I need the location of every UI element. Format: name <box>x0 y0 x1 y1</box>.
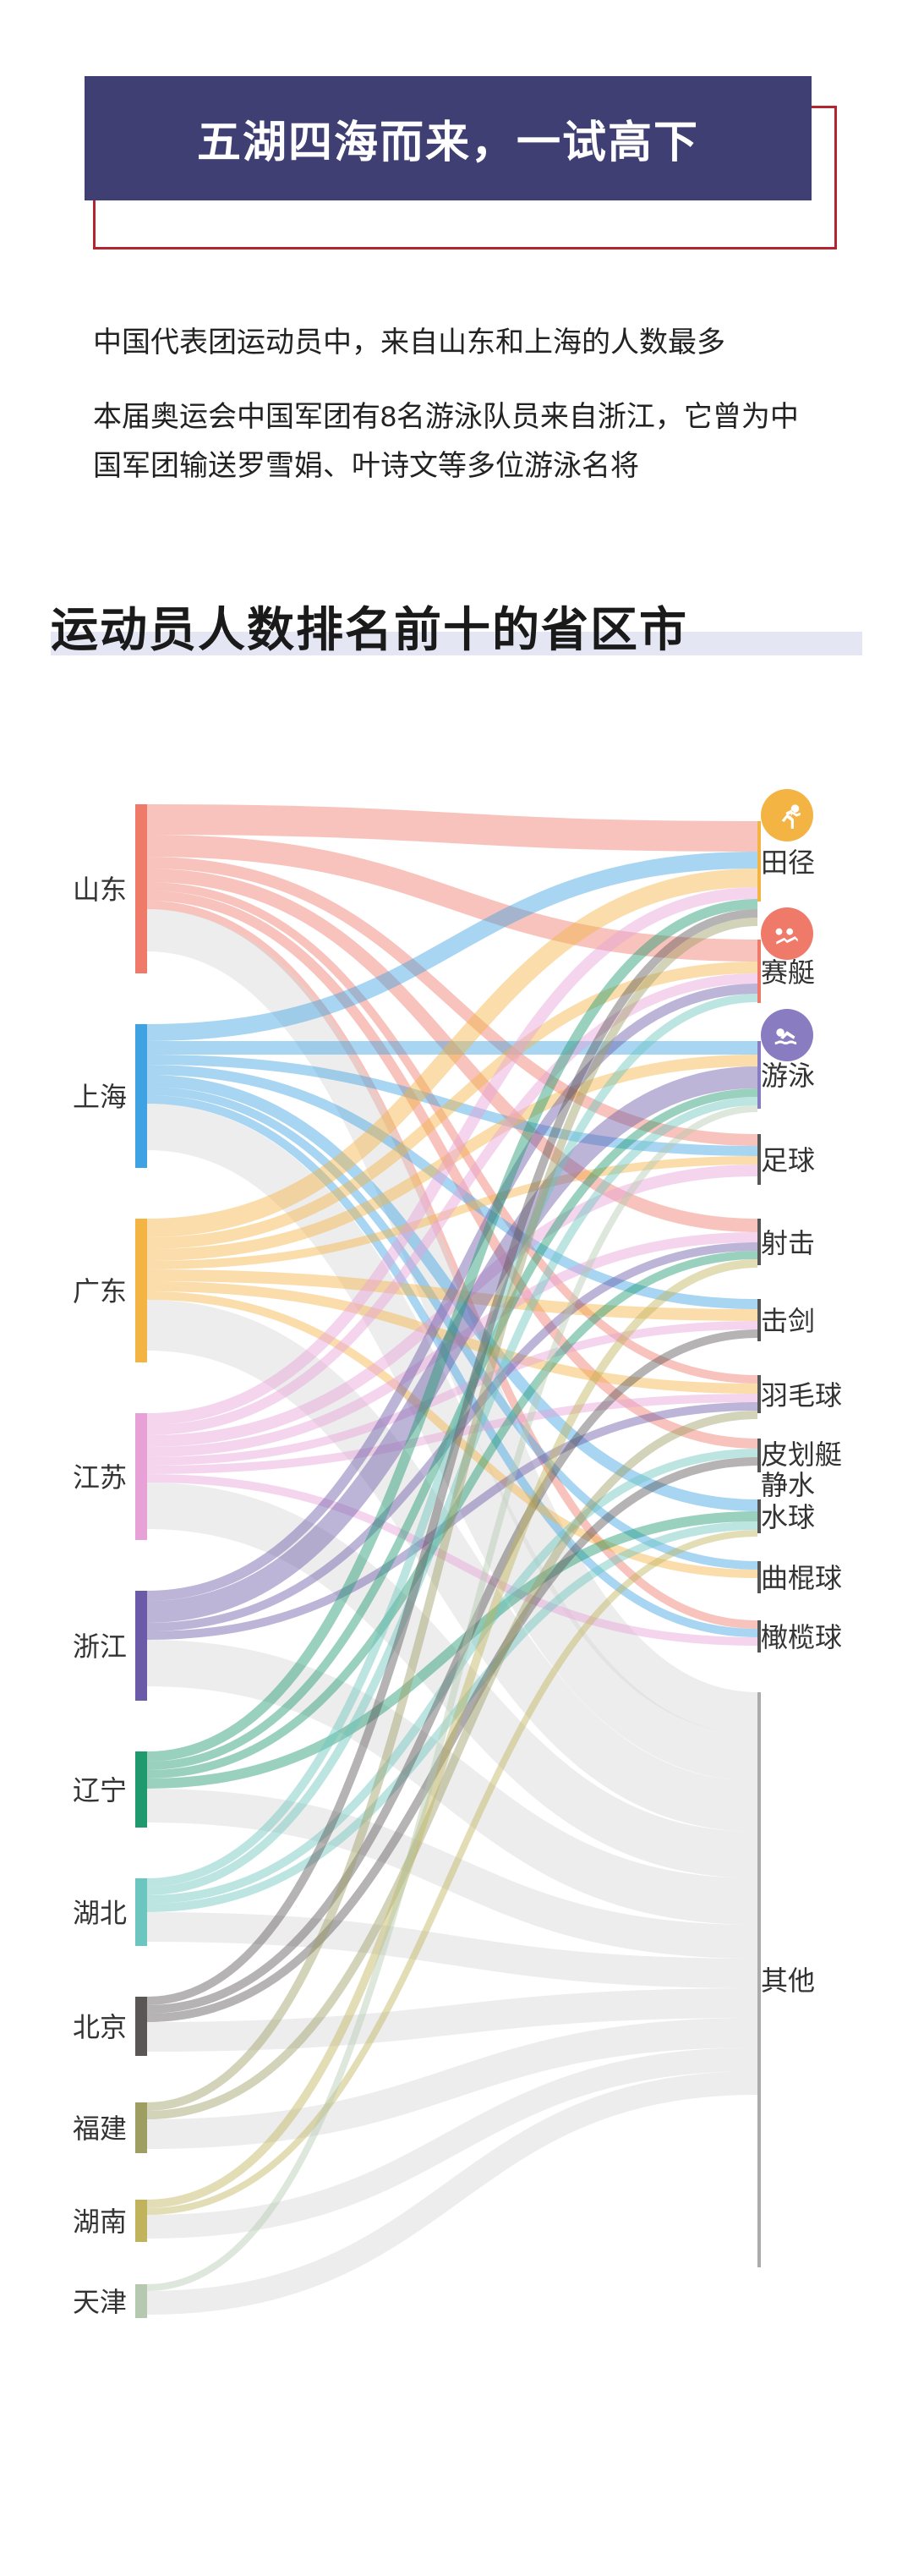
sport-label: 橄榄球 <box>761 1623 842 1652</box>
sport-label: 射击 <box>761 1229 815 1258</box>
province-label: 山东 <box>73 875 127 905</box>
sport-label: 其他 <box>761 1966 815 1996</box>
sport-label: 游泳 <box>761 1061 815 1091</box>
subtitle: 运动员人数排名前十的省区市 <box>51 592 862 660</box>
subtitle-text: 运动员人数排名前十的省区市 <box>51 592 862 660</box>
sankey-svg <box>135 745 761 2369</box>
province-label: 浙江 <box>73 1632 127 1662</box>
province-label: 北京 <box>73 2013 127 2042</box>
province-label: 湖北 <box>73 1899 127 1928</box>
intro-p2: 本届奥运会中国军团有8名游泳队员来自浙江，它曾为中国军团输送罗雪娟、叶诗文等多位… <box>93 393 820 491</box>
sport-label: 赛艇 <box>761 958 815 988</box>
banner-text: 五湖四海而来，一试高下 <box>85 76 812 200</box>
province-label: 福建 <box>73 2114 127 2144</box>
province-label: 天津 <box>73 2288 127 2317</box>
sport-label: 皮划艇静水 <box>761 1440 842 1499</box>
sport-label: 田径 <box>761 848 815 878</box>
row-icon <box>761 907 813 960</box>
sport-label: 羽毛球 <box>761 1381 842 1411</box>
sankey-chart: 山东上海广东江苏浙江辽宁湖北北京福建湖南天津 田径赛艇游泳足球射击击剑羽毛球皮划… <box>51 762 862 2369</box>
intro-p1: 中国代表团运动员中，来自山东和上海的人数最多 <box>93 319 820 368</box>
intro-text: 中国代表团运动员中，来自山东和上海的人数最多 本届奥运会中国军团有8名游泳队员来… <box>93 319 820 491</box>
province-label: 辽宁 <box>73 1776 127 1806</box>
province-label: 广东 <box>73 1277 127 1307</box>
sport-label: 曲棍球 <box>761 1564 842 1593</box>
run-icon <box>761 789 813 841</box>
province-label: 湖南 <box>73 2207 127 2237</box>
title-banner: 五湖四海而来，一试高下 <box>85 76 828 200</box>
swim-icon <box>761 1009 813 1061</box>
province-label: 江苏 <box>73 1463 127 1493</box>
sport-label: 击剑 <box>761 1307 815 1336</box>
sport-label: 足球 <box>761 1146 815 1176</box>
province-label: 上海 <box>73 1082 127 1112</box>
sport-label: 水球 <box>761 1503 815 1532</box>
